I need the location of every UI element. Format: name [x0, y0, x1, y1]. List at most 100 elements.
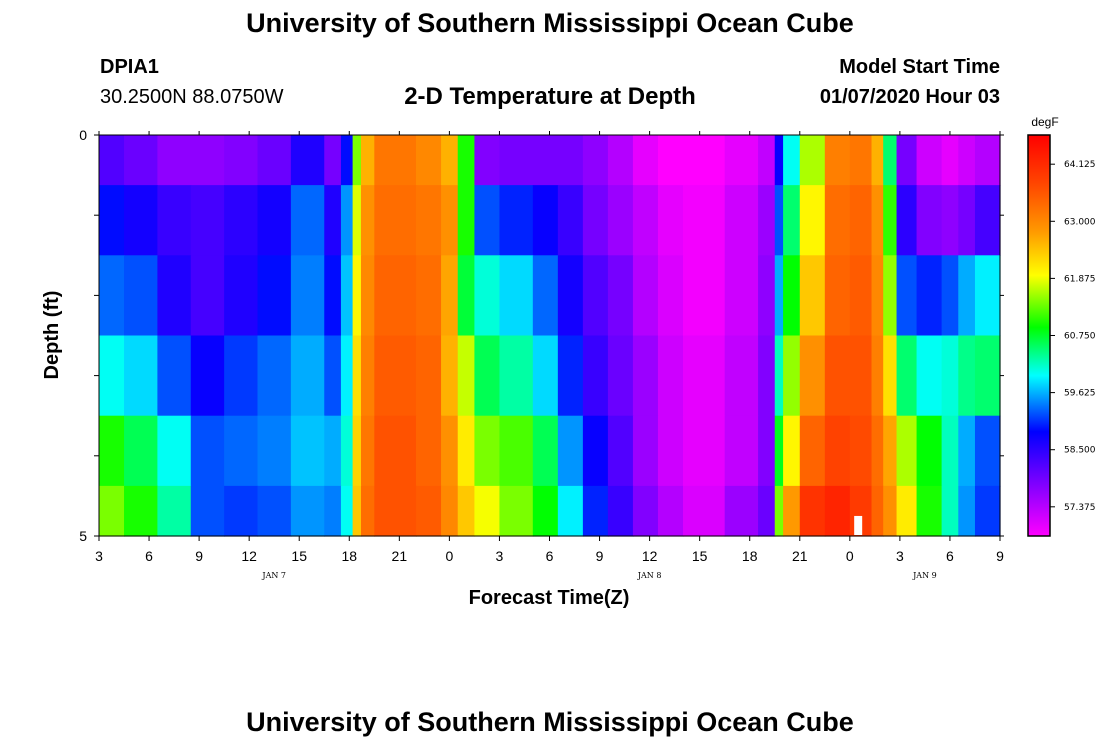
x-tick-label: 9 [996, 548, 1004, 564]
heatmap-cell [783, 255, 801, 337]
heatmap-cell [724, 135, 759, 186]
heatmap-cell [974, 335, 1001, 417]
colorbar-unit-label: degF [1031, 115, 1058, 129]
heatmap-cell [896, 255, 918, 337]
y-axis: 05 [79, 127, 1004, 544]
model-start-time-label: Model Start Time [839, 56, 1000, 78]
heatmap-cell [871, 415, 884, 487]
heatmap-cell [799, 335, 826, 417]
heatmap-cell [124, 135, 158, 186]
heatmap-cell [340, 485, 354, 537]
heatmap-cell [783, 335, 801, 417]
heatmap-cell [157, 255, 192, 337]
heatmap-cell [190, 185, 225, 256]
y-axis-label: Depth (ft) [41, 291, 63, 380]
heatmap-cell [474, 185, 501, 256]
x-tick-label: 21 [792, 548, 808, 564]
heatmap-cell [457, 415, 476, 487]
heatmap-cell [190, 135, 225, 186]
heatmap-cell [416, 415, 442, 487]
heatmap-cell [257, 135, 292, 186]
heatmap-cell [532, 415, 559, 487]
heatmap-cell [124, 335, 158, 417]
heatmap-cell [324, 485, 342, 537]
heatmap-cell [474, 255, 501, 337]
heatmap-cell [724, 415, 759, 487]
heatmap-cell [257, 485, 292, 537]
colorbar-scale [1027, 134, 1051, 537]
heatmap-cell [157, 335, 192, 417]
heatmap-cell [849, 135, 873, 186]
heatmap-cell [958, 185, 976, 256]
heatmap-cell [657, 485, 684, 537]
heatmap-cell [871, 335, 884, 417]
heatmap-cell [883, 135, 898, 186]
heatmap-cell [607, 255, 634, 337]
heatmap-cell [783, 415, 801, 487]
heatmap-cell [441, 415, 459, 487]
heatmap-cell [657, 335, 684, 417]
heatmap-cell [958, 485, 976, 537]
heatmap-cell [799, 185, 826, 256]
heatmap-cell [799, 415, 826, 487]
heatmap-cell [324, 135, 342, 186]
heatmap-cell [290, 135, 325, 186]
heatmap-cell [916, 485, 943, 537]
heatmap-cell [352, 135, 362, 186]
heatmap-cell [632, 485, 659, 537]
heatmap-cell [557, 185, 584, 256]
heatmap-cell [124, 485, 158, 537]
heatmap-cell [682, 415, 701, 487]
heatmap-cell [257, 335, 292, 417]
x-tick-label: 0 [445, 548, 453, 564]
heatmap-cell [441, 335, 459, 417]
main-title: University of Southern Mississippi Ocean… [246, 8, 854, 38]
date-label: JAN 8 [637, 571, 662, 580]
heatmap-cell [340, 335, 354, 417]
footer-title: University of Southern Mississippi Ocean… [246, 707, 854, 737]
heatmap-cell [699, 185, 726, 256]
heatmap-cell [416, 335, 442, 417]
heatmap-cell [958, 255, 976, 337]
heatmap-cell [374, 335, 417, 417]
heatmap-cell [958, 415, 976, 487]
x-tick-label: 12 [241, 548, 257, 564]
heatmap-cell [632, 185, 659, 256]
heatmap-cell [441, 185, 459, 256]
heatmap-cell [883, 255, 898, 337]
heatmap-cell [324, 335, 342, 417]
heatmap-cell [682, 135, 701, 186]
heatmap-cell [774, 335, 784, 417]
missing-data-mark [854, 515, 863, 535]
heatmap-cell [958, 135, 976, 186]
heatmap-cell [157, 185, 192, 256]
heatmap-cell [532, 255, 559, 337]
heatmap-cell [941, 335, 959, 417]
heatmap-cell [532, 135, 559, 186]
heatmap-cell [883, 185, 898, 256]
heatmap-cell [224, 485, 259, 537]
x-tick-label: 0 [846, 548, 854, 564]
heatmap-cell [916, 135, 943, 186]
heatmap-cell [824, 335, 851, 417]
heatmap-cell [124, 415, 158, 487]
heatmap-cell [799, 135, 826, 186]
heatmap-cell [896, 135, 918, 186]
y-tick-label: 5 [79, 528, 87, 544]
heatmap-cell [441, 485, 459, 537]
plot-title: 2-D Temperature at Depth [404, 83, 696, 110]
heatmap-cell [699, 485, 726, 537]
heatmap-cell [824, 415, 851, 487]
heatmap-cell [916, 335, 943, 417]
x-tick-label: 18 [341, 548, 357, 564]
x-tick-label: 9 [195, 548, 203, 564]
colorbar-tick-label: 59.625 [1064, 389, 1096, 399]
x-tick-label: 3 [896, 548, 904, 564]
heatmap-cell [941, 185, 959, 256]
heatmap-cell [224, 135, 259, 186]
colorbar-tick-label: 60.750 [1064, 332, 1096, 342]
heatmap-cell [724, 335, 759, 417]
heatmap-cell [190, 485, 225, 537]
heatmap-cell [374, 415, 417, 487]
heatmap-cell [883, 415, 898, 487]
